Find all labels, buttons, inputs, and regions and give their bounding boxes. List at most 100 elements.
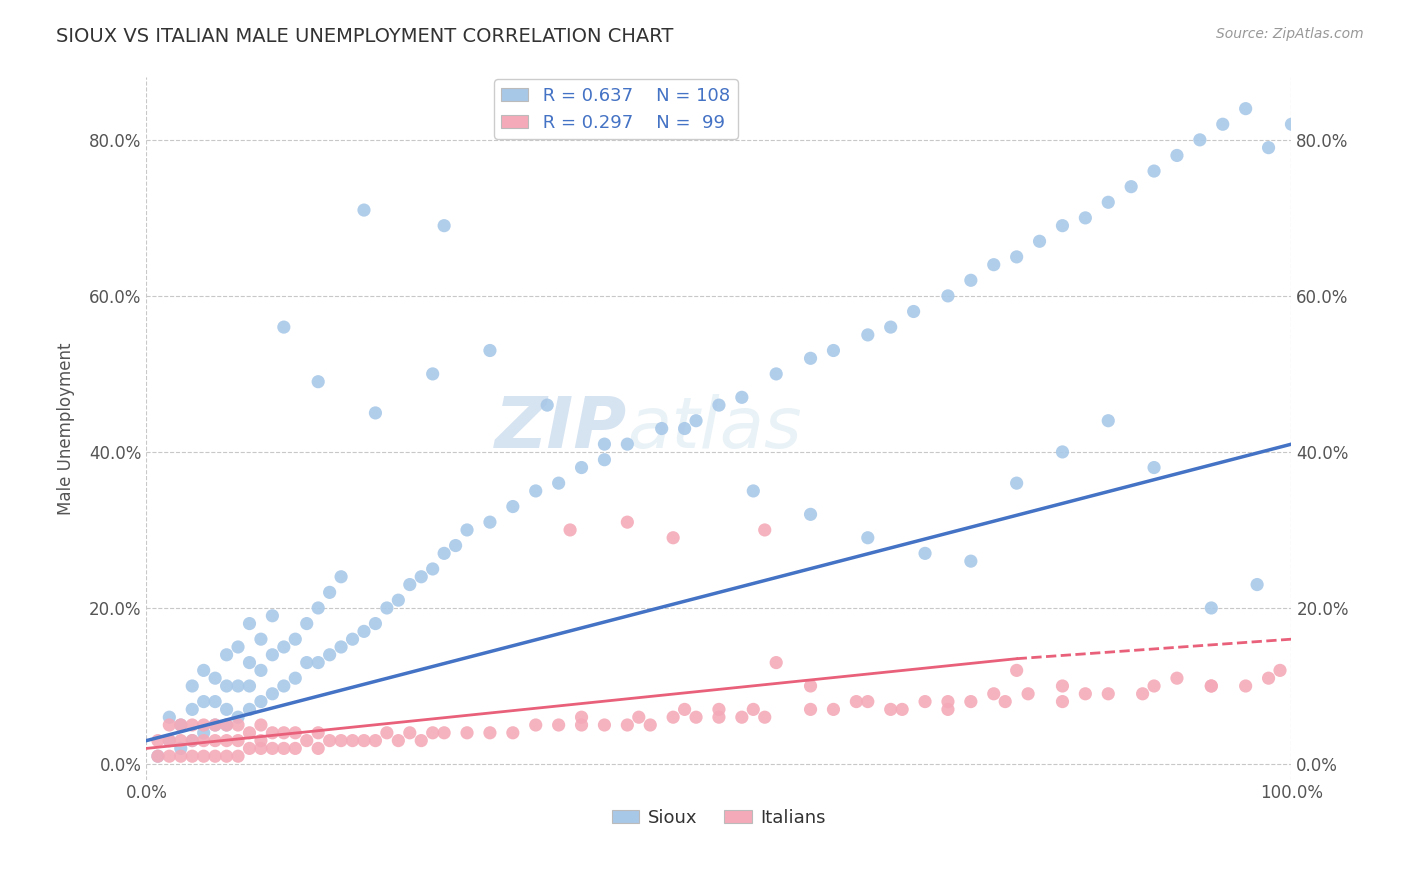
Point [295,733,318,747]
Point [411,570,433,584]
Point [1097,687,1119,701]
Point [318,648,340,662]
Point [1188,133,1211,147]
Point [375,726,398,740]
Point [262,648,284,662]
Point [593,452,616,467]
Point [284,671,307,685]
Point [1166,671,1188,685]
Point [330,733,353,747]
Point [204,718,226,732]
Point [250,733,273,747]
Point [193,695,215,709]
Point [238,679,260,693]
Point [238,702,260,716]
Point [1074,211,1097,225]
Point [181,702,204,716]
Point [170,733,193,747]
Point [1143,679,1166,693]
Point [433,726,456,740]
Point [983,258,1005,272]
Point [181,679,204,693]
Point [856,531,879,545]
Point [685,414,707,428]
Point [193,749,215,764]
Point [238,741,260,756]
Point [330,570,353,584]
Point [411,733,433,747]
Point [204,695,226,709]
Point [238,616,260,631]
Point [422,726,444,740]
Point [616,437,638,451]
Point [524,718,547,732]
Point [731,710,754,724]
Point [444,539,467,553]
Text: Source: ZipAtlas.com: Source: ZipAtlas.com [1216,27,1364,41]
Point [250,718,273,732]
Point [193,718,215,732]
Point [1097,414,1119,428]
Y-axis label: Male Unemployment: Male Unemployment [58,343,75,515]
Point [1143,460,1166,475]
Point [295,656,318,670]
Point [1052,679,1074,693]
Point [273,320,295,334]
Point [1234,102,1257,116]
Point [215,718,238,732]
Point [422,367,444,381]
Point [262,687,284,701]
Point [593,437,616,451]
Point [307,726,329,740]
Point [754,523,776,537]
Point [547,718,569,732]
Point [960,273,983,287]
Point [284,632,307,647]
Point [284,741,307,756]
Point [707,398,730,412]
Point [181,733,204,747]
Point [936,702,959,716]
Point [1257,671,1279,685]
Point [146,749,169,764]
Point [157,733,180,747]
Point [536,398,558,412]
Point [353,624,375,639]
Point [1017,687,1039,701]
Point [318,733,340,747]
Point [616,515,638,529]
Point [754,710,776,724]
Point [638,718,661,732]
Point [157,718,180,732]
Point [1166,148,1188,162]
Point [273,679,295,693]
Point [478,515,501,529]
Point [307,741,329,756]
Point [983,687,1005,701]
Point [215,702,238,716]
Point [914,546,936,560]
Point [204,671,226,685]
Point [707,702,730,716]
Point [330,640,353,654]
Point [375,601,398,615]
Point [1281,117,1303,131]
Point [1097,195,1119,210]
Point [823,343,845,358]
Point [1234,679,1257,693]
Point [284,726,307,740]
Point [936,695,959,709]
Point [547,476,569,491]
Point [342,733,364,747]
Point [273,640,295,654]
Point [226,733,249,747]
Point [524,483,547,498]
Point [765,367,787,381]
Point [353,733,375,747]
Point [627,710,650,724]
Point [226,710,249,724]
Point [215,718,238,732]
Point [1201,601,1223,615]
Point [193,733,215,747]
Point [799,702,821,716]
